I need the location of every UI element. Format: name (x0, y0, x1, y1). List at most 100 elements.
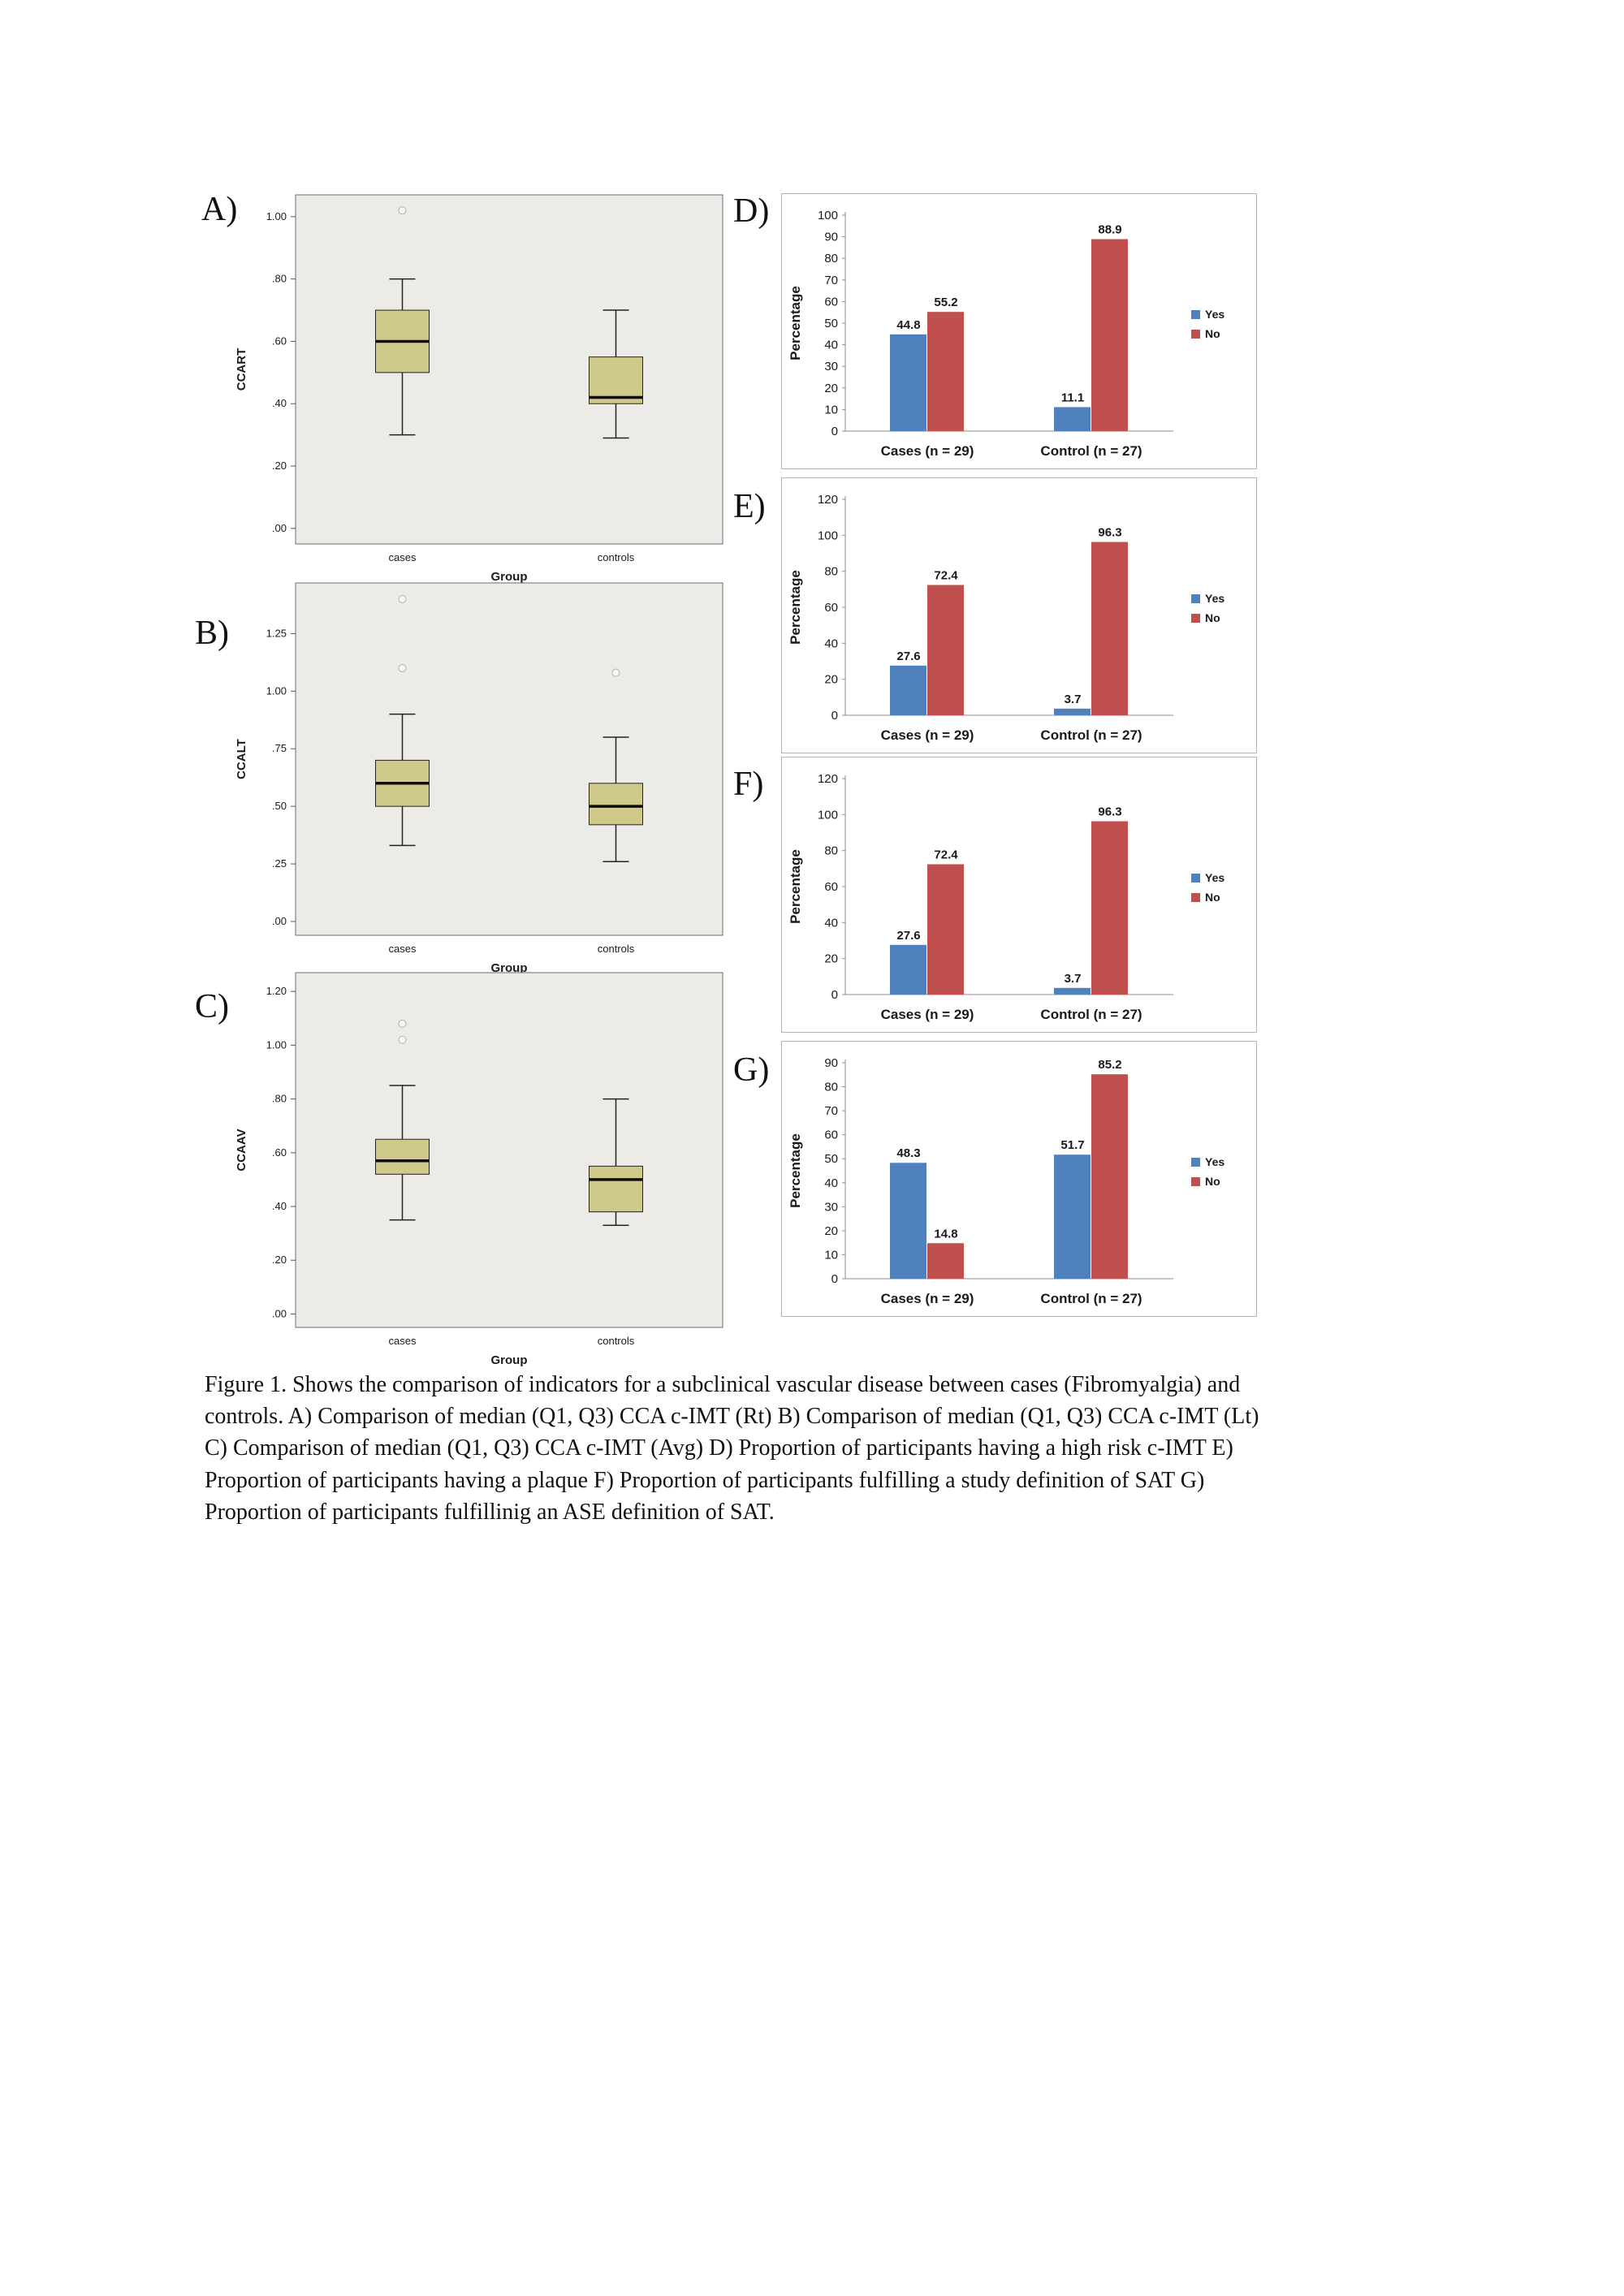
panel-label-d: D) (733, 192, 770, 230)
boxplot-ccaav: 1.20 1.00 .80 .60 .40 .20 .00 cases controls Grou… (226, 965, 731, 1375)
y-tick-label: 100 (818, 209, 838, 222)
bar-no-cases (927, 312, 964, 431)
y-tick-label: 70 (824, 274, 838, 287)
y-tick-label: 40 (824, 339, 838, 352)
y-tick-label: 40 (824, 1176, 838, 1190)
legend-label-no: No (1205, 1175, 1220, 1188)
bar-value-label: 51.7 (1060, 1138, 1084, 1152)
legend-swatch-no (1191, 893, 1200, 902)
bar-chart-G: 0 10 20 30 40 50 60 70 80 90 48.3 14.8 Cases (n = 29… (788, 1056, 1224, 1306)
y-tick-label: 30 (824, 360, 838, 373)
y-tick-label: 60 (824, 880, 838, 894)
boxplot-ccart: 1.00 .80 .60 .40 .20 .00 cases controls Group CCA… (226, 187, 731, 591)
category-label: cases (389, 1335, 417, 1347)
outlier-point (398, 663, 407, 672)
x-axis-label: Group (491, 570, 528, 584)
category-label: Control (n = 27) (1040, 443, 1142, 459)
legend-swatch-yes (1191, 874, 1200, 883)
y-tick-label: 80 (824, 565, 838, 579)
y-tick-label: 20 (824, 673, 838, 687)
bar-no-control (1091, 1074, 1128, 1279)
outlier-point (398, 1035, 407, 1044)
category-label: Cases (n = 29) (881, 443, 974, 459)
bar-value-label: 11.1 (1061, 391, 1084, 404)
x-axis-label: Group (491, 961, 528, 975)
y-axis-label: CCAAV (235, 1129, 248, 1171)
y-tick-label: 120 (818, 493, 838, 507)
y-tick-label: .00 (272, 1307, 287, 1319)
legend-swatch-no (1191, 614, 1200, 623)
panel-label-f: F) (733, 766, 764, 803)
y-tick-label: .60 (272, 334, 287, 347)
y-axis-label: Percentage (788, 286, 803, 360)
legend-swatch-yes (1191, 310, 1200, 319)
y-tick-label: 60 (824, 295, 838, 309)
bar-no-control (1091, 239, 1128, 431)
y-tick-label: 80 (824, 252, 838, 265)
y-tick-label: 0 (831, 1272, 838, 1286)
bar-yes-cases (890, 665, 926, 715)
bar-yes-cases (890, 334, 926, 431)
bar-no-cases (927, 1243, 964, 1279)
plot-background (295, 194, 723, 545)
y-tick-label: .80 (272, 1093, 287, 1105)
y-tick-label: 80 (824, 1081, 838, 1094)
category-label: Cases (n = 29) (881, 1007, 974, 1022)
bar-value-label: 88.9 (1098, 223, 1121, 237)
y-tick-label: 50 (824, 1152, 838, 1166)
outlier-point (398, 206, 407, 215)
bar-yes-cases (890, 1163, 926, 1279)
outlier-point (398, 594, 407, 603)
y-tick-label: .50 (272, 800, 287, 812)
bar-value-label: 55.2 (934, 296, 957, 309)
y-tick-label: 20 (824, 1224, 838, 1238)
y-tick-label: 60 (824, 601, 838, 615)
legend-swatch-no (1191, 330, 1200, 339)
bar-value-label: 3.7 (1065, 972, 1082, 986)
barchart-sat-study-definition: 0 20 40 60 80 100 120 27.6 72.4 Cases (n = 29) 3.7… (781, 757, 1257, 1033)
figure-caption: Figure 1. Shows the comparison of indica… (205, 1372, 1259, 1525)
y-tick-label: 30 (824, 1200, 838, 1214)
bar-no-cases (927, 864, 964, 995)
category-label: cases (389, 943, 417, 955)
y-tick-label: 1.00 (266, 210, 287, 222)
y-tick-label: 10 (824, 1248, 838, 1262)
bar-value-label: 27.6 (896, 650, 920, 663)
bar-yes-cases (890, 944, 926, 995)
category-label: Control (n = 27) (1040, 727, 1142, 743)
box-plot-C: 1.20 1.00 .80 .60 .40 .20 .00 cases controls Grou… (235, 972, 723, 1367)
legend-swatch-yes (1191, 594, 1200, 603)
y-tick-label: 20 (824, 952, 838, 966)
x-axis-label: Group (491, 1353, 528, 1367)
barchart-plaque: 0 20 40 60 80 100 120 27.6 72.4 Cases (n = 29) 3.7… (781, 477, 1257, 753)
bar-value-label: 48.3 (896, 1146, 920, 1160)
category-label: cases (389, 551, 417, 563)
category-label: Cases (n = 29) (881, 1291, 974, 1306)
bar-value-label: 96.3 (1098, 805, 1121, 819)
y-tick-label: .60 (272, 1146, 287, 1159)
y-tick-label: 1.00 (266, 684, 287, 697)
outlier-point (611, 668, 620, 677)
bar-chart-E: 0 20 40 60 80 100 120 27.6 72.4 Cases (n = 29) 3.7… (788, 493, 1224, 743)
y-tick-label: 0 (831, 425, 838, 438)
bar-value-label: 96.3 (1098, 526, 1121, 540)
category-label: controls (598, 1335, 635, 1347)
legend-label-yes: Yes (1205, 592, 1224, 605)
legend-label-no: No (1205, 327, 1220, 340)
bar-no-control (1091, 821, 1128, 995)
iqr-box-controls (589, 783, 643, 826)
y-tick-label: 40 (824, 916, 838, 930)
category-label: controls (598, 551, 635, 563)
bar-value-label: 14.8 (934, 1227, 957, 1241)
category-label: Control (n = 27) (1040, 1007, 1142, 1022)
y-tick-label: .25 (272, 857, 287, 870)
bar-yes-control (1054, 407, 1091, 431)
barchart-high-risk-cimt: 0 10 20 30 40 50 60 70 80 90 100 44.8 55.2 Cases (n =… (781, 193, 1257, 469)
outlier-point (398, 1019, 407, 1028)
y-axis-label: Percentage (788, 849, 803, 924)
y-axis-label: CCART (235, 348, 248, 391)
bar-no-control (1091, 542, 1128, 715)
legend-label-yes: Yes (1205, 1155, 1224, 1168)
y-tick-label: 20 (824, 382, 838, 395)
